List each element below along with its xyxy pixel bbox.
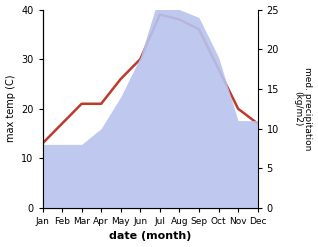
Y-axis label: max temp (C): max temp (C) bbox=[5, 75, 16, 143]
X-axis label: date (month): date (month) bbox=[109, 231, 191, 242]
Y-axis label: med. precipitation
(kg/m2): med. precipitation (kg/m2) bbox=[293, 67, 313, 150]
